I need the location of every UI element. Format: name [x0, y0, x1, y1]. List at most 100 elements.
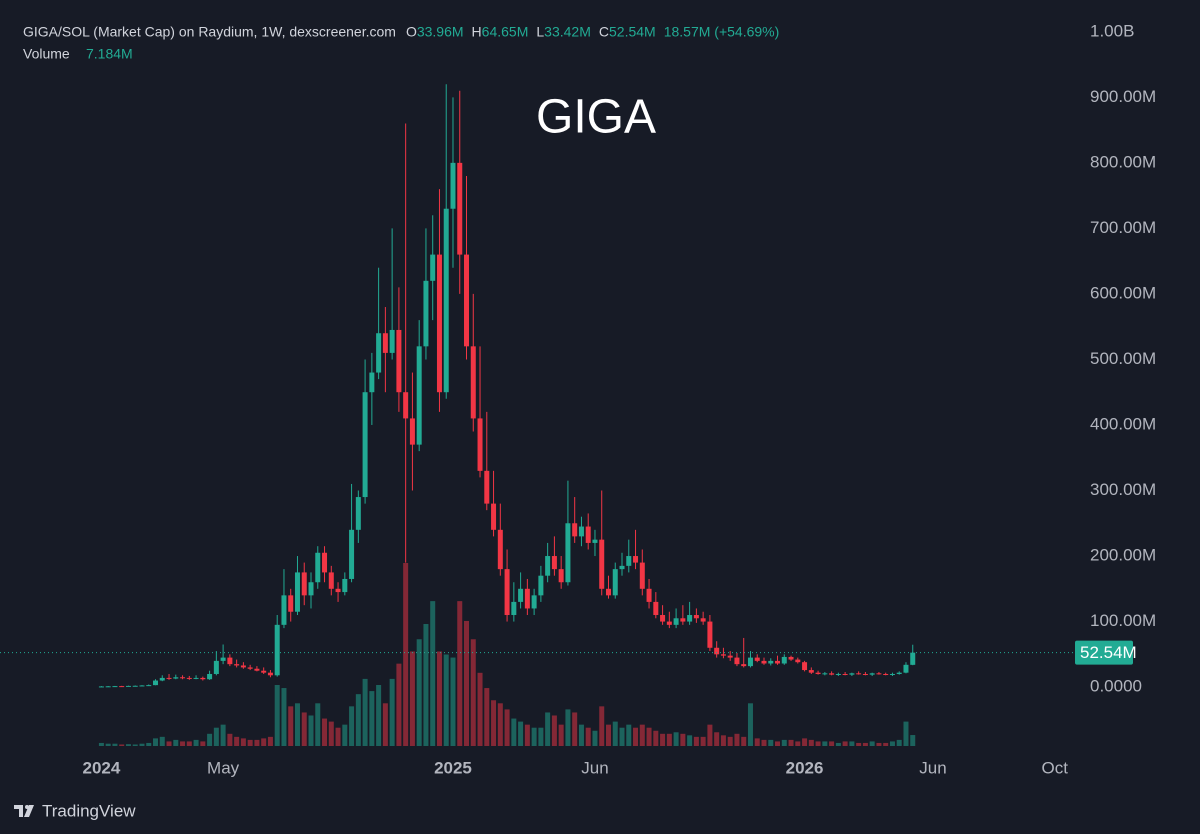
volume-bar — [301, 712, 307, 746]
volume-bar — [768, 739, 774, 746]
y-tick-label: 900.00M — [1090, 87, 1156, 106]
candle-body — [578, 526, 584, 537]
candle-body — [288, 595, 294, 612]
candle-body — [727, 655, 733, 658]
candle-body — [416, 346, 422, 445]
y-tick-label: 400.00M — [1090, 414, 1156, 433]
logo-icon — [14, 805, 34, 817]
candle-body — [856, 673, 862, 675]
candle-body — [389, 329, 395, 353]
candle-body — [186, 677, 192, 679]
candle-body — [720, 654, 726, 656]
candle-body — [747, 657, 753, 667]
y-tick-label: 300.00M — [1090, 480, 1156, 499]
volume-value: 7.184M — [86, 46, 133, 62]
volume-bar — [883, 742, 889, 746]
candle-body — [409, 418, 415, 445]
candle-body — [896, 672, 902, 674]
candle-body — [497, 529, 503, 570]
footer-brand: TradingView — [42, 801, 136, 820]
candle-body — [822, 673, 828, 675]
volume-bar — [173, 739, 179, 746]
candle-body — [423, 280, 429, 347]
y-tick-label: 700.00M — [1090, 218, 1156, 237]
x-tick-label: 2026 — [786, 758, 824, 777]
candle-body — [531, 595, 537, 609]
ohlc-name: L — [536, 24, 544, 40]
candle-body — [112, 686, 118, 688]
volume-bar — [247, 739, 253, 746]
candle-body — [734, 657, 740, 665]
candle-body — [119, 686, 125, 688]
candle-body — [524, 588, 530, 609]
volume-bar — [558, 724, 564, 746]
candle-body — [396, 329, 402, 393]
candle-body — [261, 670, 267, 673]
candle-body — [234, 664, 240, 666]
volume-bar — [856, 742, 862, 746]
volume-bar — [680, 733, 686, 746]
candle-body — [464, 254, 470, 347]
candle-body — [274, 624, 280, 676]
volume-bar — [903, 721, 909, 746]
volume-bar — [166, 741, 172, 746]
volume-name: Volume — [23, 46, 70, 62]
header: GIGA/SOL (Market Cap) on Raydium, 1W, de… — [23, 24, 396, 40]
volume-bar — [200, 741, 206, 746]
volume-bar — [403, 563, 409, 746]
volume-bar — [741, 736, 747, 746]
candle-body — [315, 552, 321, 583]
volume-bar — [491, 700, 497, 746]
volume-bar — [355, 694, 361, 746]
y-tick-label: 200.00M — [1090, 546, 1156, 565]
volume-bar — [714, 732, 720, 746]
volume-bar — [862, 742, 868, 746]
volume-bar — [389, 678, 395, 746]
ohlc-name: H — [472, 24, 482, 40]
candle-body — [267, 672, 273, 676]
volume-bar — [477, 672, 483, 746]
volume-bar — [450, 657, 456, 746]
volume-bar — [443, 654, 449, 746]
candle-body — [599, 539, 605, 589]
volume-bar — [693, 736, 699, 746]
volume-pane — [98, 563, 916, 746]
candle-body — [436, 254, 442, 393]
candle-body — [105, 686, 111, 688]
volume-bar — [889, 741, 895, 746]
candle-body — [815, 672, 821, 674]
volume-bar — [619, 727, 625, 746]
candle-body — [240, 665, 246, 668]
volume-bar — [869, 741, 875, 746]
candle-body — [180, 677, 186, 679]
candle-body — [146, 685, 152, 687]
x-tick-label: Oct — [1041, 758, 1068, 777]
volume-bar — [808, 739, 814, 746]
volume-bar — [754, 738, 760, 746]
candle-body — [802, 662, 808, 671]
ohlc-value: 64.65M — [482, 24, 529, 40]
x-tick-label: Jun — [919, 758, 946, 777]
candle-body — [220, 657, 226, 661]
volume-bar — [464, 620, 470, 746]
candle-body — [666, 621, 672, 625]
candle-body — [761, 660, 767, 664]
candle-body — [254, 668, 260, 671]
volume-bar — [349, 706, 355, 746]
candle-body — [200, 677, 206, 680]
y-tick-label: 100.00M — [1090, 611, 1156, 630]
candle-body — [322, 552, 328, 573]
volume-bar — [511, 718, 517, 746]
volume-bar — [734, 733, 740, 746]
candle-body — [376, 333, 382, 373]
candle-body — [308, 582, 314, 596]
candle-body — [349, 529, 355, 579]
candle-body — [565, 523, 571, 583]
volume-bar — [842, 741, 848, 746]
candle-body — [741, 664, 747, 667]
candle-body — [835, 673, 841, 675]
volume-bar — [849, 741, 855, 746]
ohlc-name: C — [599, 24, 609, 40]
ohlc-value: 33.42M — [544, 24, 591, 40]
candle-body — [382, 333, 388, 353]
